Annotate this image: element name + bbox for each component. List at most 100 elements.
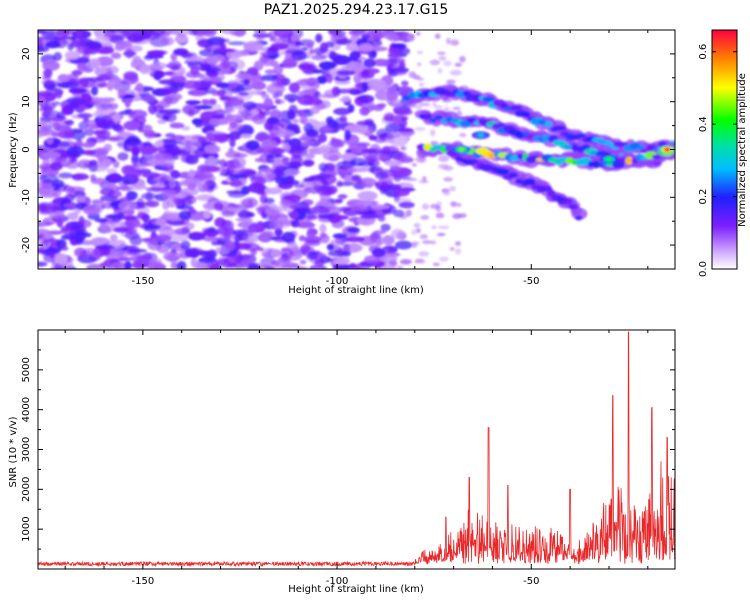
spectrogram-noise-cell <box>227 102 246 109</box>
spectrogram-noise-cell <box>450 201 458 208</box>
spectrogram-noise-cell <box>124 260 132 269</box>
spectrogram-noise-cell <box>437 51 446 55</box>
spectrogram-noise-cell <box>75 138 83 149</box>
spectrogram-noise-cell <box>110 52 122 59</box>
spectrogram-noise-cell <box>449 247 455 251</box>
spectrogram-noise-cell <box>115 40 133 50</box>
spectrogram-noise-cell <box>299 78 319 83</box>
spectrogram-noise-cell <box>74 208 82 215</box>
spectrogram-noise-cell <box>78 121 89 131</box>
spectrogram-noise-cell <box>163 148 183 155</box>
spectrogram-noise-cell <box>231 87 246 92</box>
spectrogram-noise-cell <box>125 48 133 59</box>
spectrogram-noise-cell <box>241 185 251 195</box>
spectrogram-noise-cell <box>156 157 176 168</box>
spectrogram-noise-cell <box>91 248 101 259</box>
spectrogram-noise-cell <box>386 86 397 95</box>
spectrogram-noise-cell <box>82 52 90 61</box>
spectrogram-noise-cell <box>148 30 166 36</box>
spectrogram-noise-cell <box>283 168 301 176</box>
spectrogram-noise-cell <box>132 219 142 229</box>
spectrogram-noise-cell <box>394 240 413 250</box>
spectrogram-noise-cell <box>288 138 302 149</box>
spectrogram-noise-cell <box>152 264 160 269</box>
spectrogram-noise-cell <box>57 74 70 83</box>
spectrogram-noise-cell <box>176 198 183 206</box>
spectrogram-noise-cell <box>303 177 315 183</box>
spectrogram-noise-cell <box>238 91 250 97</box>
spectrogram-noise-cell <box>430 129 436 137</box>
spectrogram-noise-cell <box>334 246 343 254</box>
spectrogram-noise-cell <box>56 111 65 119</box>
spectrogram-noise-cell <box>439 256 449 262</box>
spectrogram-noise-cell <box>38 188 55 196</box>
spectrogram-noise-cell <box>349 50 361 60</box>
spectrogram-noise-cell <box>282 58 298 68</box>
spectrogram-noise-cell <box>186 247 204 257</box>
snr-series-line <box>38 331 675 568</box>
spectrogram-noise-cell <box>170 53 178 61</box>
spectrogram-noise-cell <box>408 71 417 79</box>
spectrogram-noise-cell <box>209 263 222 269</box>
spectrogram-noise-cell <box>127 248 148 253</box>
spectrogram-noise-cell <box>371 248 386 258</box>
spectrogram-noise-cell <box>437 68 443 74</box>
spectrogram-noise-cell <box>263 197 275 204</box>
spectrogram-noise-cell <box>443 177 453 182</box>
spectrogram-noise-cell <box>240 78 250 86</box>
spectrogram-y-tick-label: 20 <box>21 48 32 61</box>
spectrogram-noise-cell <box>393 209 405 218</box>
spectrogram-noise-cell <box>327 30 342 35</box>
spectrogram-noise-cell <box>352 205 370 212</box>
spectrogram-noise-cell <box>90 177 108 185</box>
spectrogram-noise-cell <box>110 234 118 242</box>
spectrogram-noise-cell <box>419 234 428 240</box>
spectrogram-noise-cell <box>46 137 54 145</box>
spectrogram-noise-cell <box>224 240 236 252</box>
spectrogram-noise-cell <box>122 179 131 185</box>
spectrogram-noise-cell <box>418 179 429 184</box>
spectrogram-noise-cell <box>349 263 357 269</box>
spectrogram-noise-cell <box>433 105 444 109</box>
spectrogram-signal-cell <box>539 185 553 192</box>
colorbar-label: Normalized spectral amplitude <box>737 73 748 227</box>
spectrogram-noise-cell <box>220 30 237 35</box>
spectrogram-noise-cell <box>437 225 450 230</box>
spectrogram-noise-cell <box>204 144 221 154</box>
spectrogram-noise-cell <box>377 150 398 155</box>
spectrogram-noise-cell <box>38 120 48 129</box>
spectrogram-noise-cell <box>298 235 306 242</box>
spectrogram-noise-cell <box>185 195 197 204</box>
spectrogram-noise-cell <box>318 214 333 220</box>
spectrogram-noise-cell <box>71 173 89 181</box>
spectrogram-noise-cell <box>366 30 385 41</box>
spectrogram-noise-cell <box>224 114 243 121</box>
spectrogram-noise-cell <box>326 119 338 129</box>
spectrogram-blob-group <box>38 30 675 269</box>
spectrogram-noise-cell <box>361 82 368 93</box>
spectrogram-noise-cell <box>336 160 354 170</box>
spectrogram-noise-cell <box>38 261 48 267</box>
spectrogram-noise-cell <box>268 30 278 39</box>
spectrogram-noise-cell <box>64 50 81 60</box>
spectrogram-noise-cell <box>264 266 276 269</box>
spectrogram-noise-cell <box>38 242 49 248</box>
spectrogram-noise-cell <box>74 195 86 203</box>
spectrogram-noise-cell <box>389 102 403 107</box>
spectrogram-noise-cell <box>361 178 372 188</box>
spectrogram-noise-cell <box>99 188 115 196</box>
spectrogram-noise-cell <box>178 210 192 221</box>
spectrogram-noise-cell <box>122 215 138 221</box>
spectrogram-noise-cell <box>113 226 132 233</box>
spectrogram-x-axis-label: Height of straight line (km) <box>288 285 424 296</box>
spectrogram-x-tick-label: -50 <box>523 276 539 287</box>
spectrogram-noise-cell <box>417 77 425 81</box>
spectrogram-noise-cell <box>103 143 113 152</box>
spectrogram-noise-cell <box>238 231 249 242</box>
spectrogram-noise-cell <box>195 171 214 180</box>
spectrogram-noise-cell <box>117 88 126 97</box>
spectrogram-noise-cell <box>318 61 336 70</box>
spectrogram-noise-cell <box>316 185 336 196</box>
spectrogram-noise-cell <box>382 235 395 246</box>
